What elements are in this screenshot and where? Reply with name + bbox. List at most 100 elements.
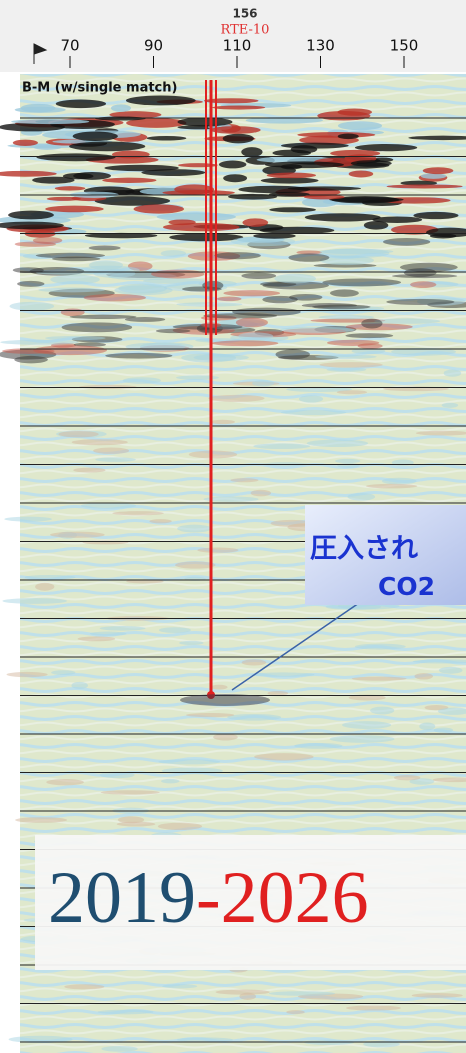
reflector xyxy=(354,144,418,152)
reflector xyxy=(83,294,146,302)
reflector xyxy=(408,135,466,141)
reflector xyxy=(118,283,167,294)
reflector xyxy=(319,362,383,368)
reflector xyxy=(315,354,377,359)
reflector xyxy=(342,721,392,729)
period-separator: - xyxy=(196,857,221,939)
reflector xyxy=(0,221,64,230)
period-end: 2026 xyxy=(221,857,369,939)
reflector xyxy=(330,289,359,297)
tick-group: 70 90 110 130 150 xyxy=(60,37,418,68)
period-start: 2019 xyxy=(48,857,196,939)
reflector xyxy=(351,348,386,355)
reflector xyxy=(88,260,124,270)
reflector xyxy=(372,216,423,223)
reflector xyxy=(50,274,100,285)
reflector xyxy=(122,377,161,384)
reflector xyxy=(181,353,237,363)
reflector xyxy=(97,1009,154,1015)
reflector xyxy=(101,1046,138,1052)
reflector xyxy=(251,672,315,677)
reflector xyxy=(264,161,345,169)
reflector xyxy=(6,671,48,678)
reflector xyxy=(89,631,127,636)
reflector xyxy=(158,627,191,633)
reflector xyxy=(161,778,180,784)
reflector xyxy=(235,317,268,328)
reflector xyxy=(386,298,455,305)
reflector xyxy=(313,263,377,268)
reflector xyxy=(294,742,343,749)
reflector xyxy=(32,237,63,244)
reflector xyxy=(36,270,108,275)
reflector xyxy=(432,777,466,783)
reflector xyxy=(51,670,76,676)
reflector xyxy=(252,380,275,387)
reflector xyxy=(280,409,347,416)
reflector xyxy=(38,287,105,293)
reflector xyxy=(337,133,359,140)
reflector xyxy=(2,598,67,604)
reflector xyxy=(350,160,392,167)
reflector xyxy=(303,194,345,200)
reflector xyxy=(298,395,324,403)
reflector xyxy=(433,727,454,733)
reflector xyxy=(420,172,447,179)
reflector xyxy=(102,177,157,183)
reflector xyxy=(175,561,216,569)
reflector xyxy=(54,186,86,191)
reflector xyxy=(203,313,278,319)
reflector xyxy=(174,184,215,195)
reflector xyxy=(8,210,54,220)
reflector xyxy=(241,147,263,157)
well-name: RTE-10 xyxy=(221,23,270,38)
reflector xyxy=(312,304,371,310)
tick-label: 70 xyxy=(60,37,79,55)
reflector xyxy=(151,269,205,279)
reflector xyxy=(336,390,368,395)
reflector xyxy=(413,211,459,220)
reflector xyxy=(177,163,218,168)
reflector xyxy=(72,131,118,141)
reflector xyxy=(146,135,187,141)
reflector xyxy=(348,694,386,701)
reflector xyxy=(79,384,137,390)
reflector xyxy=(259,226,335,234)
reflector xyxy=(267,691,289,696)
reflector xyxy=(177,524,212,533)
reflector xyxy=(61,322,133,333)
reflector xyxy=(212,105,266,110)
reflector xyxy=(270,519,313,527)
reflector xyxy=(24,574,76,580)
reflector xyxy=(391,273,458,279)
reflector xyxy=(290,145,318,154)
reflector xyxy=(33,145,62,150)
reflector xyxy=(133,204,184,214)
reflector xyxy=(55,99,107,109)
reflector xyxy=(71,681,88,690)
reflector xyxy=(17,280,45,287)
reflector xyxy=(437,707,466,715)
reflector xyxy=(409,778,435,785)
reflector xyxy=(269,207,316,213)
reflector xyxy=(35,582,55,591)
reflector xyxy=(223,290,281,297)
reflector xyxy=(203,98,259,104)
reflector xyxy=(210,126,261,134)
reflector xyxy=(253,233,296,239)
reflector xyxy=(443,369,462,377)
reflector xyxy=(197,547,239,553)
reflector xyxy=(268,191,310,197)
reflector xyxy=(176,375,219,380)
reflector xyxy=(250,489,272,497)
reflector xyxy=(438,666,463,674)
reflector xyxy=(326,367,367,372)
reflector xyxy=(286,386,352,392)
reflector xyxy=(230,478,259,483)
reflector xyxy=(354,643,406,650)
reflector xyxy=(158,759,221,765)
reflector xyxy=(157,822,203,830)
reflector xyxy=(256,156,334,163)
